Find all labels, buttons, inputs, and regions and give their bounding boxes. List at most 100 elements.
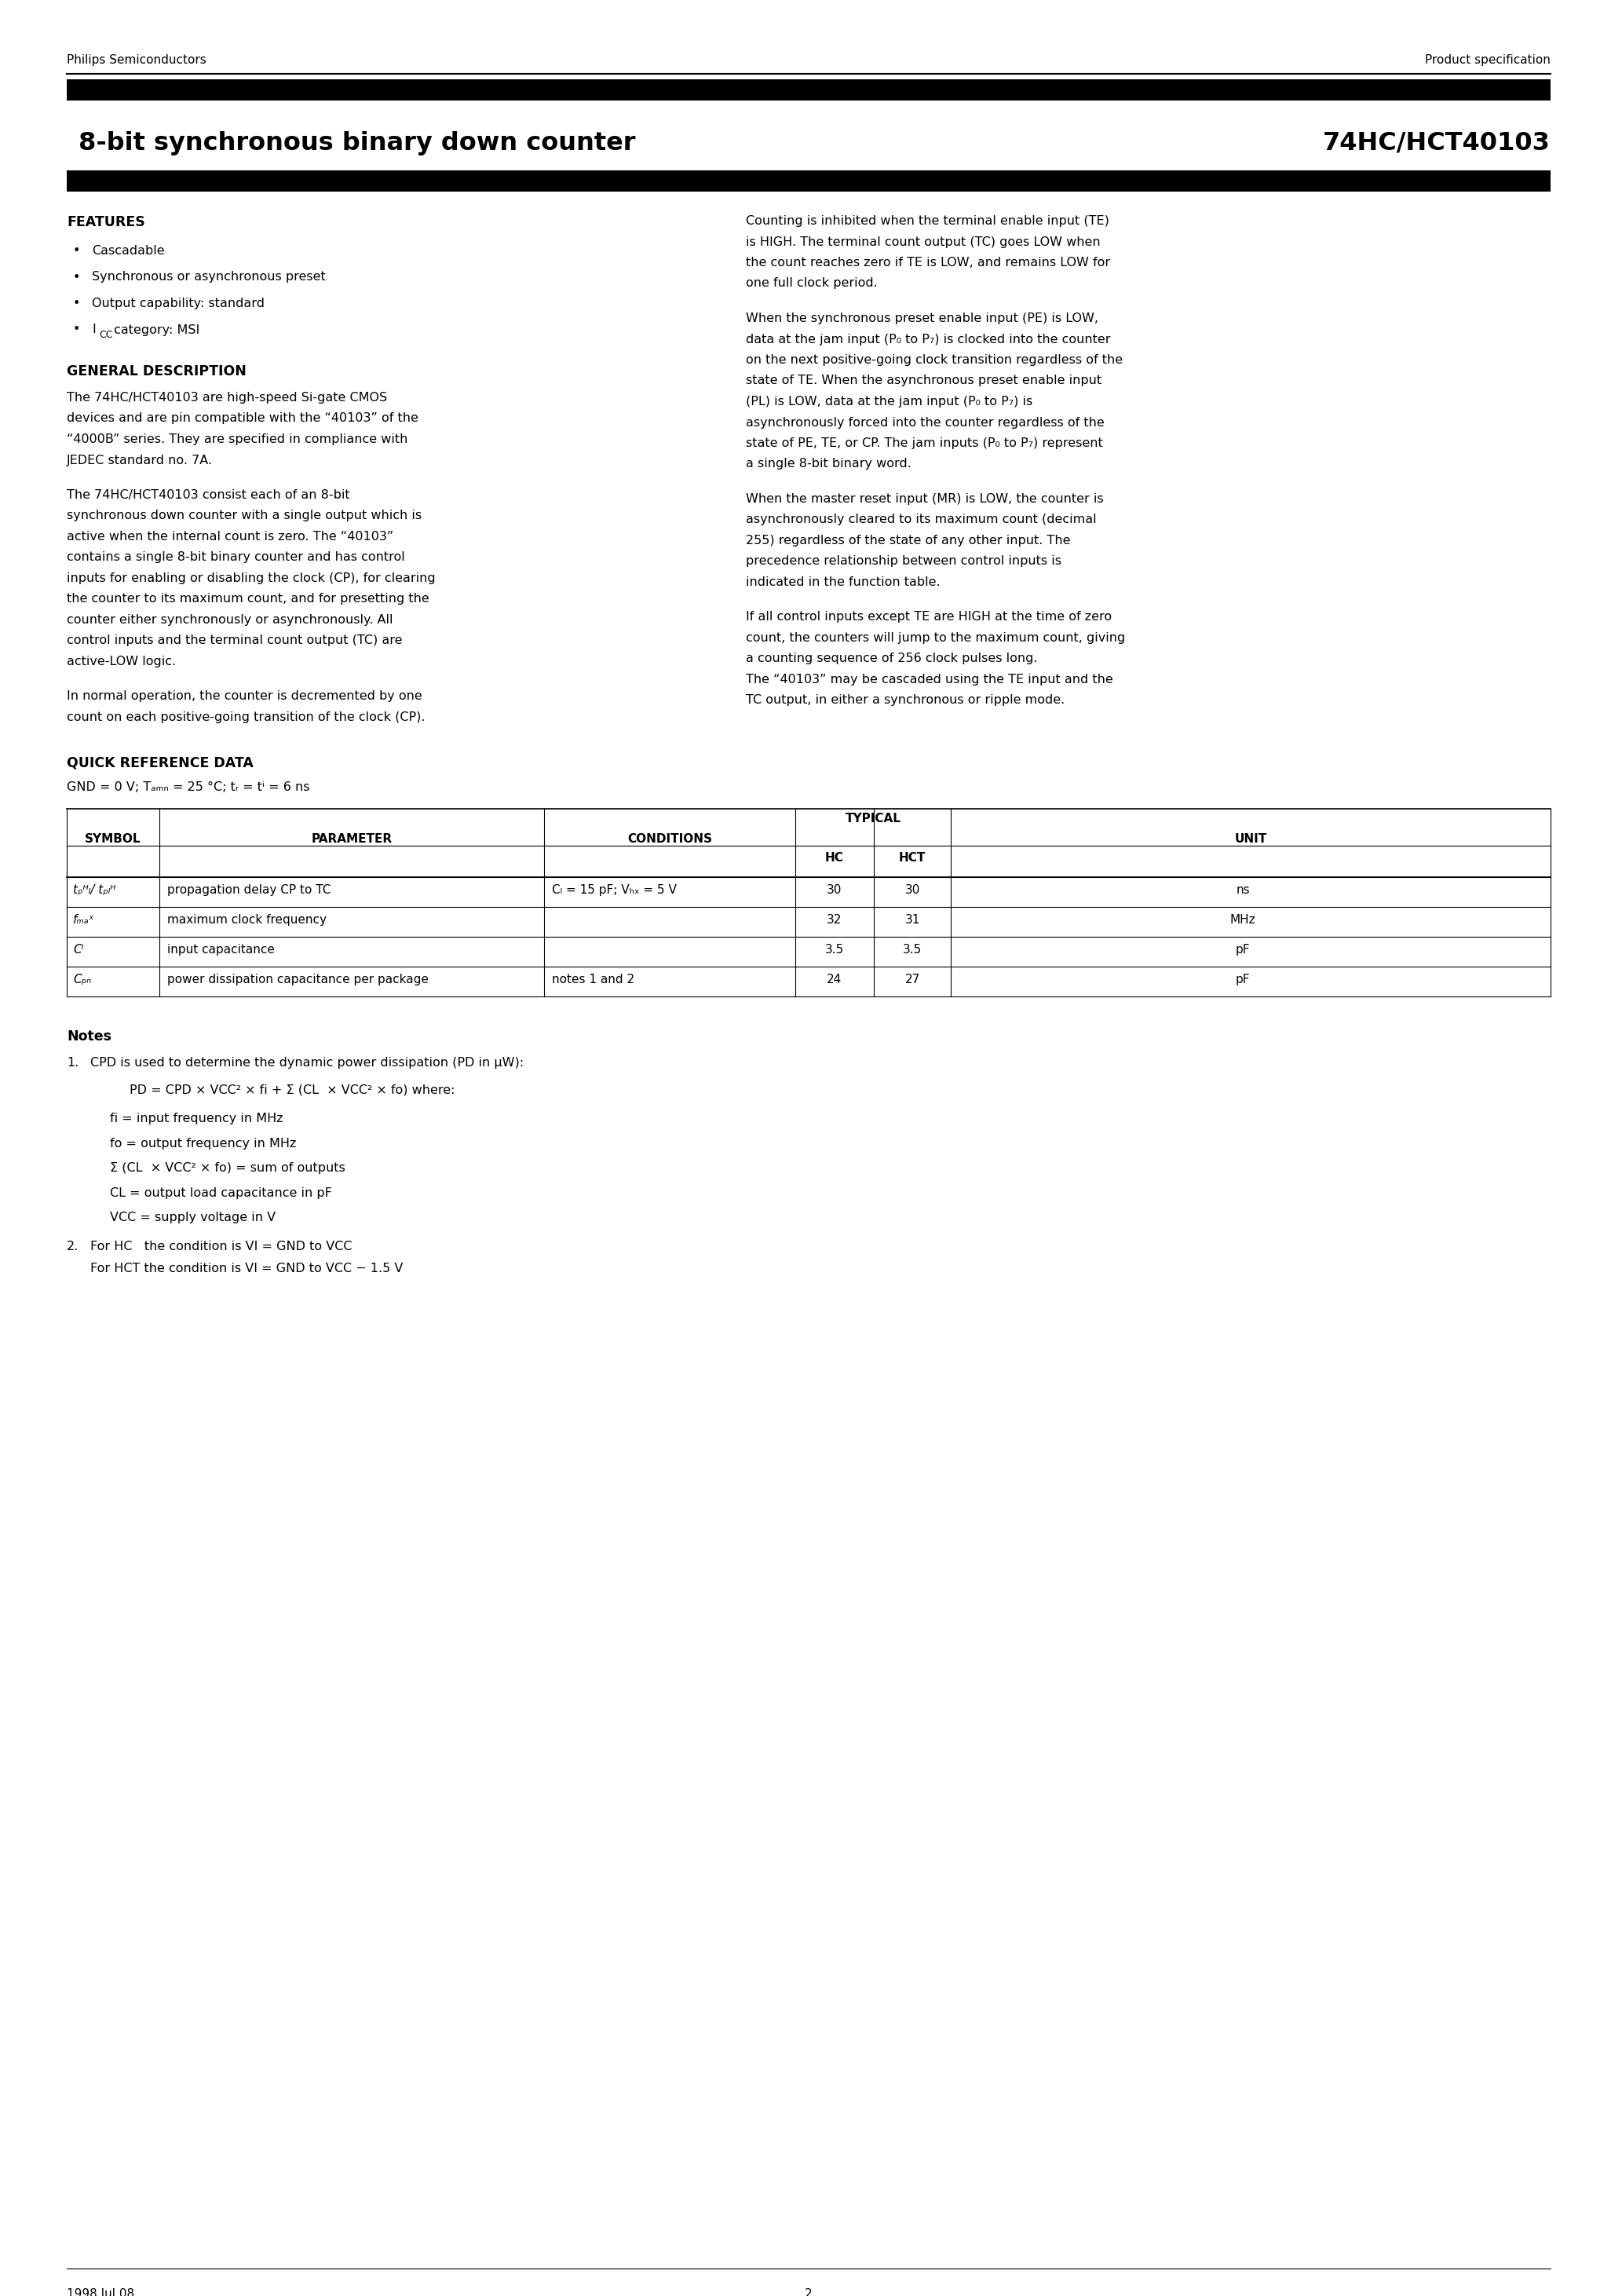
Text: 1998 Jul 08: 1998 Jul 08 <box>67 2289 135 2296</box>
Text: tₚᴴₗ/ tₚₗᴴ: tₚᴴₗ/ tₚₗᴴ <box>73 884 115 895</box>
Text: fo = output frequency in MHz: fo = output frequency in MHz <box>110 1139 297 1150</box>
Text: power dissipation capacitance per package: power dissipation capacitance per packag… <box>167 974 428 985</box>
Text: CPD is used to determine the dynamic power dissipation (PD in μW):: CPD is used to determine the dynamic pow… <box>91 1056 524 1070</box>
Text: count, the counters will jump to the maximum count, giving: count, the counters will jump to the max… <box>746 631 1126 643</box>
Text: MHz: MHz <box>1229 914 1255 925</box>
Text: Cascadable: Cascadable <box>92 246 164 257</box>
Text: FEATURES: FEATURES <box>67 216 144 230</box>
Text: GENERAL DESCRIPTION: GENERAL DESCRIPTION <box>67 365 247 379</box>
Text: pF: pF <box>1236 974 1251 985</box>
Text: UNIT: UNIT <box>1234 833 1267 845</box>
Text: 32: 32 <box>827 914 842 925</box>
Text: CL = output load capacitance in pF: CL = output load capacitance in pF <box>110 1187 333 1199</box>
Text: notes 1 and 2: notes 1 and 2 <box>551 974 634 985</box>
Text: CONDITIONS: CONDITIONS <box>628 833 712 845</box>
Text: QUICK REFERENCE DATA: QUICK REFERENCE DATA <box>67 755 253 769</box>
Text: pF: pF <box>1236 944 1251 955</box>
Text: inputs for enabling or disabling the clock (CP), for clearing: inputs for enabling or disabling the clo… <box>67 572 435 583</box>
Text: When the synchronous preset enable input (PE) is LOW,: When the synchronous preset enable input… <box>746 312 1098 324</box>
Text: GND = 0 V; Tₐₘₙ = 25 °C; tᵣ = tⁱ = 6 ns: GND = 0 V; Tₐₘₙ = 25 °C; tᵣ = tⁱ = 6 ns <box>67 781 310 794</box>
Text: fi = input frequency in MHz: fi = input frequency in MHz <box>110 1114 284 1125</box>
Bar <box>67 170 1551 191</box>
Text: count on each positive-going transition of the clock (CP).: count on each positive-going transition … <box>67 712 425 723</box>
Text: input capacitance: input capacitance <box>167 944 274 955</box>
Bar <box>67 80 1551 101</box>
Text: 24: 24 <box>827 974 842 985</box>
Text: is HIGH. The terminal count output (TC) goes LOW when: is HIGH. The terminal count output (TC) … <box>746 236 1100 248</box>
Text: When the master reset input (MR) is LOW, the counter is: When the master reset input (MR) is LOW,… <box>746 494 1103 505</box>
Text: •: • <box>73 246 81 257</box>
Text: state of TE. When the asynchronous preset enable input: state of TE. When the asynchronous prese… <box>746 374 1101 386</box>
Text: SYMBOL: SYMBOL <box>84 833 141 845</box>
Text: counter either synchronously or asynchronously. All: counter either synchronously or asynchro… <box>67 613 393 627</box>
Text: 27: 27 <box>905 974 920 985</box>
Text: Cᴵ: Cᴵ <box>73 944 84 955</box>
Text: active when the internal count is zero. The “40103”: active when the internal count is zero. … <box>67 530 394 542</box>
Text: state of PE, TE, or CP. The jam inputs (P₀ to P₇) represent: state of PE, TE, or CP. The jam inputs (… <box>746 436 1103 450</box>
Text: Philips Semiconductors: Philips Semiconductors <box>67 55 206 67</box>
Text: 31: 31 <box>905 914 920 925</box>
Text: The 74HC/HCT40103 are high-speed Si-gate CMOS: The 74HC/HCT40103 are high-speed Si-gate… <box>67 393 388 404</box>
Text: active-LOW logic.: active-LOW logic. <box>67 657 175 668</box>
Text: devices and are pin compatible with the “40103” of the: devices and are pin compatible with the … <box>67 413 418 425</box>
Text: •: • <box>73 271 81 282</box>
Text: •: • <box>73 298 81 310</box>
Text: TYPICAL: TYPICAL <box>845 813 900 824</box>
Text: Synchronous or asynchronous preset: Synchronous or asynchronous preset <box>92 271 326 282</box>
Text: control inputs and the terminal count output (TC) are: control inputs and the terminal count ou… <box>67 636 402 647</box>
Text: TC output, in either a synchronous or ripple mode.: TC output, in either a synchronous or ri… <box>746 693 1064 707</box>
Text: a single 8-bit binary word.: a single 8-bit binary word. <box>746 459 912 471</box>
Text: In normal operation, the counter is decremented by one: In normal operation, the counter is decr… <box>67 691 422 703</box>
Text: Output capability: standard: Output capability: standard <box>92 298 264 310</box>
Text: 3.5: 3.5 <box>903 944 921 955</box>
Text: on the next positive-going clock transition regardless of the: on the next positive-going clock transit… <box>746 354 1122 365</box>
Text: the counter to its maximum count, and for presetting the: the counter to its maximum count, and fo… <box>67 592 430 606</box>
Text: Cₗ = 15 pF; Vₕₓ = 5 V: Cₗ = 15 pF; Vₕₓ = 5 V <box>551 884 676 895</box>
Text: data at the jam input (P₀ to P₇) is clocked into the counter: data at the jam input (P₀ to P₇) is cloc… <box>746 333 1111 344</box>
Text: CC: CC <box>99 328 114 340</box>
Text: Cₚₙ: Cₚₙ <box>73 974 91 985</box>
Text: VCC = supply voltage in V: VCC = supply voltage in V <box>110 1212 276 1224</box>
Text: precedence relationship between control inputs is: precedence relationship between control … <box>746 556 1061 567</box>
Text: Counting is inhibited when the terminal enable input (TE): Counting is inhibited when the terminal … <box>746 216 1109 227</box>
Text: 30: 30 <box>905 884 920 895</box>
Text: For HCT the condition is VI = GND to VCC − 1.5 V: For HCT the condition is VI = GND to VCC… <box>91 1263 402 1274</box>
Text: 255) regardless of the state of any other input. The: 255) regardless of the state of any othe… <box>746 535 1071 546</box>
Text: For HC   the condition is VI = GND to VCC: For HC the condition is VI = GND to VCC <box>91 1240 352 1251</box>
Text: 74HC/HCT40103: 74HC/HCT40103 <box>1324 131 1551 156</box>
Text: category: MSI: category: MSI <box>110 324 200 335</box>
Text: PD = CPD × VCC² × fi + Σ (CL  × VCC² × fo) where:: PD = CPD × VCC² × fi + Σ (CL × VCC² × fo… <box>130 1084 454 1095</box>
Text: a counting sequence of 256 clock pulses long.: a counting sequence of 256 clock pulses … <box>746 652 1038 666</box>
Text: 2: 2 <box>805 2289 813 2296</box>
Text: If all control inputs except TE are HIGH at the time of zero: If all control inputs except TE are HIGH… <box>746 611 1111 622</box>
Text: indicated in the function table.: indicated in the function table. <box>746 576 941 588</box>
Text: one full clock period.: one full clock period. <box>746 278 878 289</box>
Text: “4000B” series. They are specified in compliance with: “4000B” series. They are specified in co… <box>67 434 407 445</box>
Text: The 74HC/HCT40103 consist each of an 8-bit: The 74HC/HCT40103 consist each of an 8-b… <box>67 489 350 501</box>
Text: ns: ns <box>1236 884 1249 895</box>
Text: propagation delay CP to TC: propagation delay CP to TC <box>167 884 331 895</box>
Text: 2.: 2. <box>67 1240 79 1251</box>
Text: •: • <box>73 324 81 335</box>
Text: JEDEC standard no. 7A.: JEDEC standard no. 7A. <box>67 455 212 466</box>
Text: HCT: HCT <box>899 852 926 863</box>
Text: PARAMETER: PARAMETER <box>311 833 393 845</box>
Text: 1.: 1. <box>67 1056 79 1070</box>
Text: fₘₐˣ: fₘₐˣ <box>73 914 94 925</box>
Text: Notes: Notes <box>67 1031 112 1045</box>
Text: The “40103” may be cascaded using the TE input and the: The “40103” may be cascaded using the TE… <box>746 673 1113 687</box>
Text: 30: 30 <box>827 884 842 895</box>
Text: (PL) is LOW, data at the jam input (P₀ to P₇) is: (PL) is LOW, data at the jam input (P₀ t… <box>746 395 1033 406</box>
Text: HC: HC <box>826 852 843 863</box>
Text: the count reaches zero if TE is LOW, and remains LOW for: the count reaches zero if TE is LOW, and… <box>746 257 1109 269</box>
Text: contains a single 8-bit binary counter and has control: contains a single 8-bit binary counter a… <box>67 551 406 563</box>
Text: I: I <box>92 324 96 335</box>
Text: 3.5: 3.5 <box>826 944 843 955</box>
Text: Product specification: Product specification <box>1426 55 1551 67</box>
Text: asynchronously forced into the counter regardless of the: asynchronously forced into the counter r… <box>746 416 1105 429</box>
Text: 8-bit synchronous binary down counter: 8-bit synchronous binary down counter <box>78 131 636 156</box>
Text: maximum clock frequency: maximum clock frequency <box>167 914 326 925</box>
Text: asynchronously cleared to its maximum count (decimal: asynchronously cleared to its maximum co… <box>746 514 1096 526</box>
Text: synchronous down counter with a single output which is: synchronous down counter with a single o… <box>67 510 422 521</box>
Text: Σ (CL  × VCC² × fo) = sum of outputs: Σ (CL × VCC² × fo) = sum of outputs <box>110 1162 345 1173</box>
